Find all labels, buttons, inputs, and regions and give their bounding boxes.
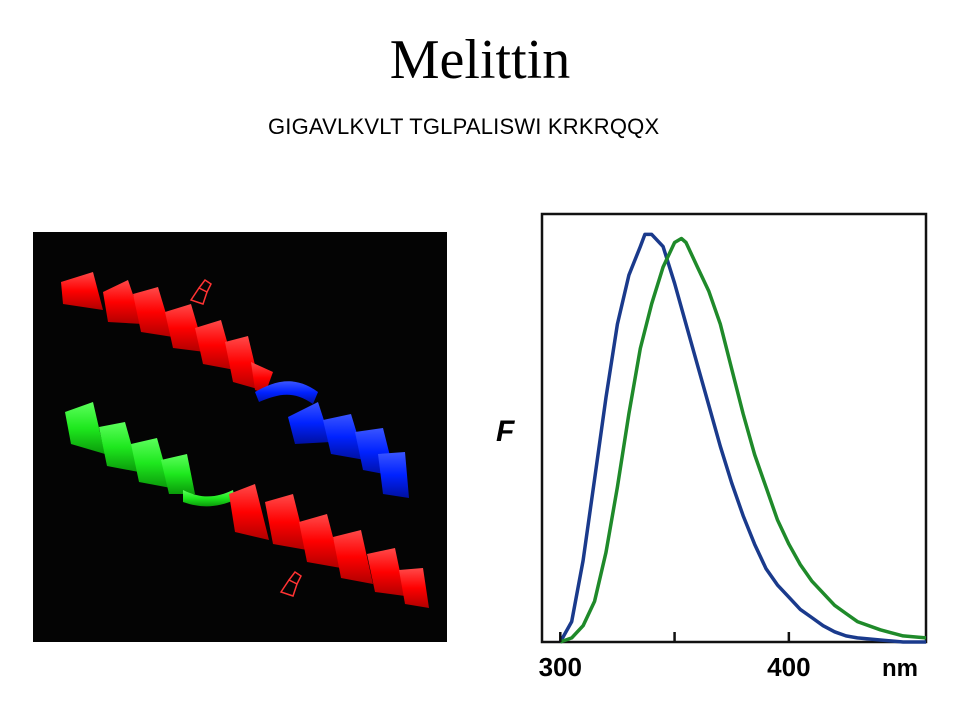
upper-helix-red (61, 272, 273, 394)
melittin-structure-image (33, 232, 447, 642)
tick-group: 300 400 (539, 632, 811, 682)
slide-title: Melittin (389, 29, 571, 91)
fluorescence-spectrum-chart: 300 400 F nm (488, 208, 928, 698)
y-axis-label: F (496, 415, 515, 448)
tryptophan-side-chain-lower (279, 570, 302, 597)
upper-helix-blue (255, 381, 409, 498)
series-group (558, 232, 927, 644)
ribbon-structure-graphic (61, 272, 429, 608)
plot-frame (540, 212, 928, 644)
series-line-2 (559, 236, 927, 644)
lower-helix-green (65, 402, 235, 507)
series-line-1 (558, 232, 926, 644)
fluorescence-chart-svg: 300 400 F nm (496, 212, 928, 682)
tryptophan-side-chain-upper (189, 278, 212, 305)
x-tick-label: 300 (539, 652, 582, 682)
x-tick-label: 400 (767, 652, 810, 682)
lower-helix-red (229, 484, 429, 608)
amino-acid-sequence: GIGAVLKVLT TGLPALISWI KRKRQQX (268, 114, 660, 139)
x-axis-unit-label: nm (882, 655, 918, 682)
